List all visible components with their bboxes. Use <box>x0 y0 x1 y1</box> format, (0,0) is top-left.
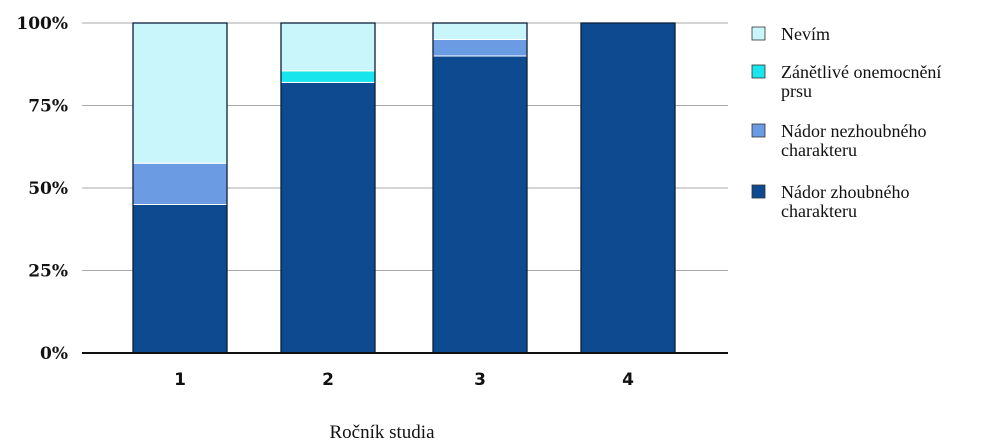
bar-segment <box>432 39 528 57</box>
bar-segment <box>280 22 376 72</box>
legend-swatch <box>751 184 766 199</box>
y-tick-label: 0% <box>40 344 68 364</box>
bar-segment <box>132 22 228 164</box>
legend-label: prsu <box>781 81 812 101</box>
x-axis-label: Ročník studia <box>329 422 435 443</box>
legend-label: Nádor nezhoubného <box>781 121 926 141</box>
legend-swatch <box>751 64 766 79</box>
x-tick-label: 3 <box>474 370 486 390</box>
bars <box>132 22 676 354</box>
legend-swatch <box>751 123 766 138</box>
bar-segment <box>432 22 528 40</box>
legend-item: Nevím <box>751 24 830 44</box>
y-tick-label: 50% <box>28 179 68 199</box>
legend-label: Nevím <box>781 24 830 44</box>
y-tick-label: 100% <box>16 14 68 34</box>
y-tick-label: 25% <box>28 262 68 282</box>
x-tick-label: 4 <box>622 370 634 390</box>
legend-swatch <box>751 26 766 41</box>
y-tick-label: 75% <box>28 97 68 117</box>
legend-label: Nádor zhoubného <box>781 182 909 202</box>
bar-segment <box>280 81 376 354</box>
bar-segment <box>432 55 528 354</box>
bar-segment <box>280 70 376 83</box>
y-tick-labels: 0% 25% 50% 75% 100% <box>16 14 68 364</box>
x-tick-label: 2 <box>322 370 334 390</box>
bar-segment <box>132 204 228 354</box>
bar-segment <box>580 22 676 354</box>
legend-label: Zánětlivé onemocnění <box>781 62 941 82</box>
legend-label: charakteru <box>781 140 857 160</box>
x-tick-label: 1 <box>174 370 186 390</box>
x-tick-labels: 1 2 3 4 <box>174 370 634 390</box>
bar-segment <box>132 162 228 205</box>
legend-label: charakteru <box>781 201 857 221</box>
